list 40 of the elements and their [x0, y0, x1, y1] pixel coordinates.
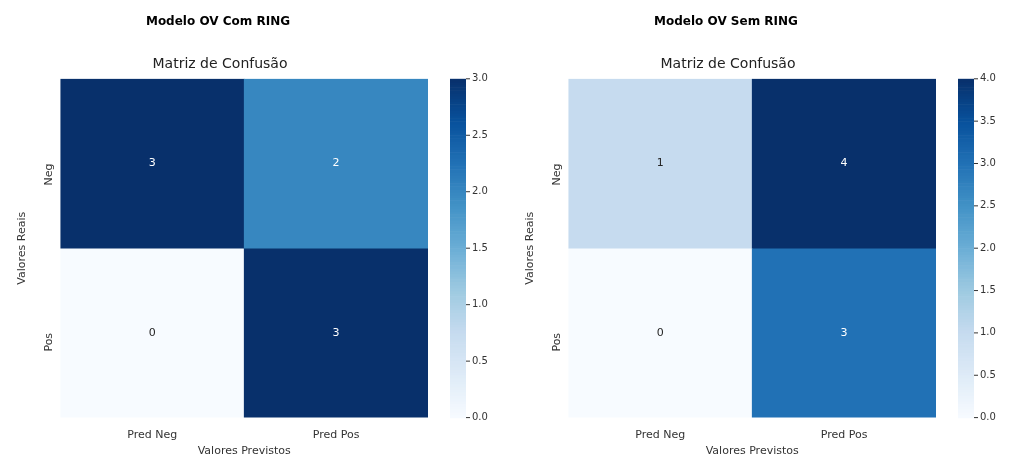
y-tick-label: Pos — [550, 332, 564, 352]
color-bar-label: 0.0 — [980, 411, 996, 423]
data-label: 3 — [148, 156, 156, 170]
x-axis-title: Valores Previstos — [197, 444, 291, 458]
color-bar-label: 0.5 — [472, 354, 488, 366]
data-label: 0 — [148, 325, 156, 339]
x-tick-label: Pred Pos — [312, 428, 360, 442]
data-label: 2 — [332, 156, 340, 170]
color-bar-label: 1.5 — [980, 284, 996, 296]
x-tick-label: Pred Neg — [127, 428, 178, 442]
color-bar-label: 2.5 — [472, 128, 488, 140]
data-label: 3 — [332, 325, 340, 339]
color-bar-label: 0.5 — [980, 368, 996, 380]
color-bar-label: 2.0 — [472, 185, 488, 197]
color-bar-label: 3.5 — [980, 114, 996, 126]
data-label: 4 — [840, 156, 848, 170]
data-label: 0 — [656, 325, 664, 339]
y-tick-label: Neg — [550, 163, 564, 186]
x-axis-title: Valores Previstos — [705, 444, 799, 458]
color-bar-label: 0.0 — [472, 411, 488, 423]
color-bar-label: 1.0 — [472, 298, 488, 310]
chart-title: Modelo OV Com RING — [144, 13, 292, 30]
chart-subtitle: Matriz de Confusão — [660, 55, 796, 72]
color-bar-label: 2.0 — [980, 241, 996, 253]
color-bar-label: 4.0 — [980, 72, 996, 84]
y-axis-title: Valores Reais — [523, 211, 537, 285]
y-tick-label: Pos — [42, 332, 56, 352]
color-bar-label: 2.5 — [980, 199, 996, 211]
color-bar-label: 3.0 — [980, 157, 996, 169]
data-label: 3 — [840, 325, 848, 339]
chart-title: Modelo OV Sem RING — [653, 13, 799, 30]
y-tick-label: Neg — [42, 163, 56, 186]
chart-subtitle: Matriz de Confusão — [152, 55, 288, 72]
data-label: 1 — [656, 156, 664, 170]
x-tick-label: Pred Neg — [635, 428, 686, 442]
x-tick-label: Pred Pos — [820, 428, 868, 442]
color-bar-label: 1.0 — [980, 326, 996, 338]
color-bar-label: 1.5 — [472, 241, 488, 253]
color-bar-label: 3.0 — [472, 72, 488, 84]
y-axis-title: Valores Reais — [15, 211, 29, 285]
